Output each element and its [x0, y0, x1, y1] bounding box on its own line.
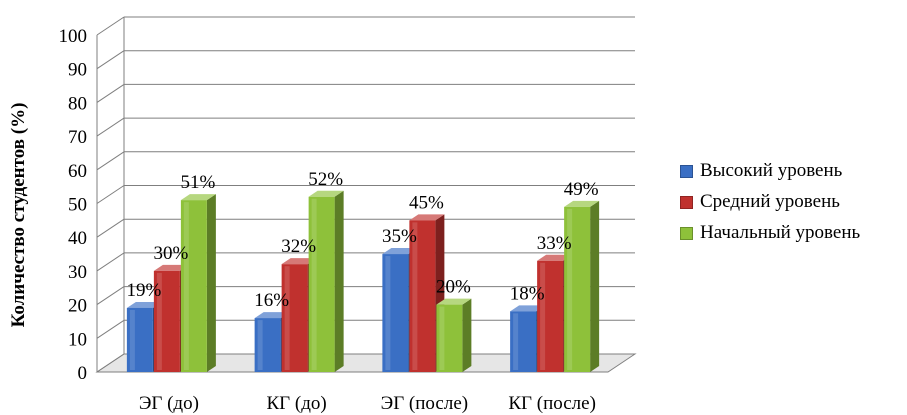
bar-top	[180, 194, 216, 201]
data-label: 18%	[510, 283, 545, 304]
gridline-side	[96, 16, 125, 36]
legend-label: Средний уровень	[700, 191, 840, 212]
y-axis-title: Количество студентов (%)	[8, 103, 29, 328]
legend: Высокий уровень Средний уровень Начальный …	[680, 158, 860, 251]
bar-top	[382, 248, 418, 255]
bar	[564, 200, 600, 372]
bar-top	[409, 214, 445, 221]
bar-top	[308, 190, 344, 197]
gridline-side	[96, 50, 125, 70]
bar	[436, 298, 472, 372]
y-tick-label: 20	[68, 296, 87, 317]
bar-top	[564, 200, 600, 207]
bar-highlight	[385, 256, 391, 370]
y-tick-label: 60	[68, 161, 87, 182]
y-tick-label: 70	[68, 127, 87, 148]
gridline-side	[96, 353, 125, 373]
bar-highlight	[540, 262, 546, 370]
legend-swatch	[680, 226, 693, 240]
legend-swatch	[680, 164, 693, 178]
grid-lines	[95, 16, 637, 373]
legend-label: Начальный уровень	[700, 222, 861, 243]
bar-side	[590, 200, 600, 372]
bar-highlight	[257, 320, 263, 370]
bar-top	[126, 301, 162, 308]
data-label: 16%	[254, 290, 289, 311]
data-label: 35%	[382, 226, 417, 247]
category-axis: ЭГ (до) КГ (до) ЭГ (после) КГ (после)	[139, 393, 596, 414]
gridline-side	[96, 83, 125, 103]
legend-label: Высокий уровень	[700, 160, 843, 181]
gridline-side	[96, 117, 125, 137]
data-labels: 19% 30% 51% 16% 32% 52% 35% 45% 20% 18% 33% 49%	[126, 169, 598, 311]
data-label: 49%	[564, 179, 599, 200]
legend-item: Средний уровень	[680, 189, 860, 215]
data-label: 20%	[436, 277, 471, 298]
bar	[180, 194, 216, 372]
data-label: 51%	[180, 172, 215, 193]
y-tick-label: 30	[68, 262, 87, 283]
gridline-side	[96, 286, 125, 306]
gridline-side	[96, 151, 125, 171]
bar-highlight	[284, 266, 290, 370]
y-tick-label: 80	[68, 93, 87, 114]
data-label: 30%	[153, 243, 188, 264]
y-tick-label: 10	[68, 329, 87, 350]
bar-side	[334, 190, 344, 372]
bars	[126, 190, 600, 372]
bar-highlight	[439, 306, 445, 370]
bar-top	[153, 264, 189, 271]
bar-top	[510, 305, 546, 312]
data-label: 45%	[409, 192, 444, 213]
bar-highlight	[311, 198, 317, 370]
bar-side	[462, 298, 472, 372]
bar	[308, 190, 344, 372]
gridline-side	[96, 185, 125, 204]
bar-top	[281, 258, 317, 265]
bar-top	[537, 254, 573, 261]
y-tick-label: 50	[68, 195, 87, 216]
bar-side	[206, 194, 216, 372]
x-tick-label: ЭГ (после)	[381, 393, 468, 414]
gridline-side	[96, 319, 125, 339]
x-tick-label: КГ (до)	[267, 393, 327, 414]
y-tick-label: 100	[59, 26, 88, 47]
data-label: 52%	[308, 169, 343, 190]
x-tick-label: КГ (после)	[508, 393, 596, 414]
x-tick-label: ЭГ (до)	[139, 393, 199, 414]
legend-item: Начальный уровень	[680, 220, 860, 246]
data-label: 32%	[281, 236, 316, 257]
y-tick-label: 40	[68, 228, 87, 249]
bar-top	[254, 312, 290, 319]
bar-highlight	[129, 309, 135, 370]
bar-highlight	[183, 202, 189, 370]
y-tick-label: 0	[78, 363, 88, 384]
legend-swatch	[680, 195, 693, 209]
data-label: 19%	[126, 280, 161, 301]
value-axis: 0 10 20 30 40 50 60 70 80 90 100	[59, 26, 98, 384]
bar-highlight	[156, 272, 162, 370]
bar-highlight	[513, 313, 519, 370]
gridline-side	[96, 218, 125, 238]
bar-highlight	[412, 222, 418, 370]
data-label: 33%	[537, 233, 572, 254]
y-tick-label: 90	[68, 60, 87, 81]
bar-highlight	[567, 208, 573, 370]
gridline-side	[96, 252, 125, 272]
bar-top	[436, 298, 472, 305]
legend-item: Высокий уровень	[680, 158, 860, 184]
